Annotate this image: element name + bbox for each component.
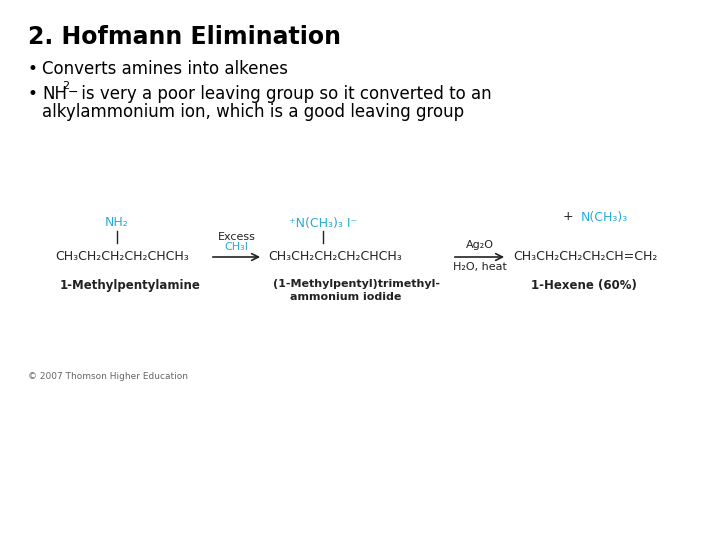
- Text: H₂O, heat: H₂O, heat: [453, 262, 506, 272]
- Text: © 2007 Thomson Higher Education: © 2007 Thomson Higher Education: [28, 372, 188, 381]
- Text: Excess: Excess: [217, 232, 256, 242]
- Text: NH: NH: [42, 85, 67, 103]
- Text: 1-Methylpentylamine: 1-Methylpentylamine: [60, 279, 201, 292]
- Text: N(CH₃)₃: N(CH₃)₃: [581, 211, 629, 224]
- Text: Ag₂O: Ag₂O: [466, 240, 493, 250]
- Text: CH₃I: CH₃I: [225, 242, 248, 252]
- Text: •: •: [28, 85, 38, 103]
- Text: −: −: [68, 86, 78, 99]
- Text: (1-Methylpentyl)trimethyl-: (1-Methylpentyl)trimethyl-: [273, 279, 440, 289]
- Text: Converts amines into alkenes: Converts amines into alkenes: [42, 60, 288, 78]
- Text: is very a poor leaving group so it converted to an: is very a poor leaving group so it conve…: [76, 85, 492, 103]
- Text: •: •: [28, 60, 38, 78]
- Text: ammonium iodide: ammonium iodide: [290, 292, 401, 302]
- Text: 2: 2: [62, 81, 69, 91]
- Text: CH₃CH₂CH₂CH₂CH=CH₂: CH₃CH₂CH₂CH₂CH=CH₂: [513, 251, 657, 264]
- Text: CH₃CH₂CH₂CH₂CHCH₃: CH₃CH₂CH₂CH₂CHCH₃: [55, 251, 189, 264]
- Text: 1-Hexene (60%): 1-Hexene (60%): [531, 279, 637, 292]
- Text: alkylammonium ion, which is a good leaving group: alkylammonium ion, which is a good leavi…: [42, 103, 464, 121]
- Text: 2. Hofmann Elimination: 2. Hofmann Elimination: [28, 25, 341, 49]
- Text: CH₃CH₂CH₂CH₂CHCH₃: CH₃CH₂CH₂CH₂CHCH₃: [268, 251, 402, 264]
- Text: +: +: [563, 211, 573, 224]
- Text: ⁺N(CH₃)₃ I⁻: ⁺N(CH₃)₃ I⁻: [289, 217, 357, 230]
- Text: NH₂: NH₂: [105, 217, 129, 230]
